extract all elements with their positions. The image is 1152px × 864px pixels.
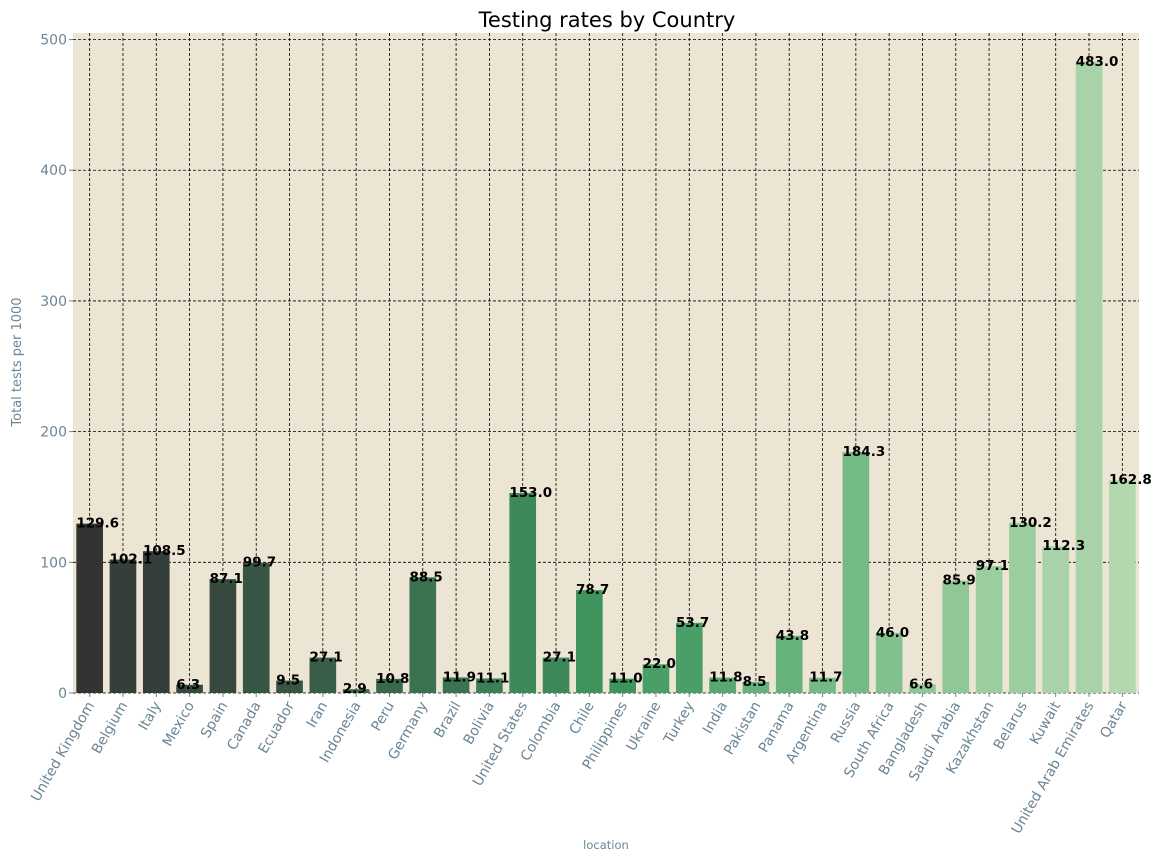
bar-value-label: 99.7 <box>243 555 276 571</box>
y-tick-label: 300 <box>40 294 67 310</box>
y-tick-label: 200 <box>40 425 67 441</box>
bar-russia <box>842 452 870 693</box>
bar-italy <box>142 551 170 693</box>
bar-ukraine <box>642 664 670 693</box>
bar-peru <box>376 678 403 693</box>
bar-value-label: 88.5 <box>409 569 442 585</box>
x-tick-label: Turkey <box>661 699 698 747</box>
bar-germany <box>409 577 437 693</box>
x-tick-label: Spain <box>198 699 231 741</box>
x-tick-label: Iran <box>304 699 332 731</box>
bar-value-label: 78.7 <box>576 582 609 598</box>
x-tick-label: Brazil <box>431 699 464 741</box>
x-tick-label: Peru <box>368 699 397 734</box>
bar-brazil <box>442 677 470 693</box>
bar-value-label: 483.0 <box>1076 54 1119 70</box>
y-axis-ticks: 0 100 200 300 400 500 <box>40 33 73 702</box>
bar-turkey <box>675 622 703 693</box>
bar-value-label: 11.0 <box>609 671 642 687</box>
x-tick-label: United Kingdom <box>28 699 98 804</box>
bar-value-label: 11.8 <box>709 670 742 686</box>
bar-value-label: 43.8 <box>776 628 809 644</box>
bar-value-label: 162.8 <box>1109 472 1152 488</box>
bar-value-label: 108.5 <box>143 543 186 559</box>
bar-value-label: 10.8 <box>376 671 409 687</box>
bar-bolivia <box>476 678 503 693</box>
bar-value-label: 184.3 <box>843 444 886 460</box>
bar-value-label: 53.7 <box>676 615 709 631</box>
bar-belgium <box>109 559 137 693</box>
chart-title: Testing rates by Country <box>478 8 736 32</box>
bar-value-label: 27.1 <box>310 650 343 666</box>
x-tick-label: Mexico <box>160 699 198 749</box>
bar-canada <box>242 562 270 693</box>
bar-value-label: 130.2 <box>1009 515 1052 531</box>
x-tick-label: Chile <box>566 699 597 737</box>
bar-united-states <box>509 493 537 693</box>
bar-bangladesh <box>909 684 936 693</box>
bar-pakistan <box>742 681 770 693</box>
bar-value-label: 153.0 <box>509 485 552 501</box>
bar-philippines <box>609 678 636 693</box>
bar-south-africa <box>875 632 903 693</box>
y-tick-label: 500 <box>40 33 67 49</box>
y-tick-label: 400 <box>40 163 67 179</box>
bar-value-label: 2.9 <box>343 681 367 697</box>
bar-value-label: 8.5 <box>743 674 767 690</box>
bar-value-label: 22.0 <box>643 656 676 672</box>
bar-value-label: 27.1 <box>543 650 576 666</box>
x-tick-label: Bolivia <box>461 699 498 747</box>
y-tick-label: 0 <box>58 686 67 702</box>
bar-mexico <box>176 684 203 693</box>
bar-chile <box>576 590 603 693</box>
bar-value-label: 6.3 <box>176 677 200 693</box>
bar-value-label: 46.0 <box>876 625 909 641</box>
bar-value-label: 9.5 <box>276 673 300 689</box>
bar-spain <box>209 579 237 693</box>
x-tick-label: Italy <box>136 699 165 733</box>
bars <box>76 61 1136 693</box>
x-tick-label: Russia <box>828 699 864 746</box>
y-axis-title: Total tests per 1000 <box>10 297 25 427</box>
bar-value-label: 11.1 <box>476 670 509 686</box>
bar-saudi-arabia <box>942 580 970 693</box>
bar-argentina <box>809 677 836 693</box>
bar-iran <box>309 657 337 693</box>
bar-united-arab-emirates <box>1075 61 1103 693</box>
bar-value-label: 102.1 <box>110 552 153 568</box>
x-tick-label: India <box>700 699 731 737</box>
bar-value-label: 11.7 <box>809 670 842 686</box>
bar-ecuador <box>276 680 303 693</box>
bar-indonesia <box>342 689 370 693</box>
bar-value-label: 97.1 <box>976 558 1009 574</box>
bar-kazakhstan <box>975 566 1003 693</box>
bar-value-label: 129.6 <box>76 516 119 532</box>
bar-value-label: 112.3 <box>1042 538 1085 554</box>
bar-india <box>709 677 736 693</box>
bar-value-label: 6.6 <box>909 676 933 692</box>
bar-united-kingdom <box>76 523 103 693</box>
x-axis-title: location <box>583 838 629 852</box>
bar-kuwait <box>1042 546 1070 693</box>
bar-value-label: 11.9 <box>443 669 476 685</box>
bar-qatar <box>1109 480 1136 693</box>
bar-value-label: 85.9 <box>942 573 975 589</box>
bar-value-labels: 129.6102.1108.56.387.199.79.527.12.910.8… <box>76 54 1151 697</box>
x-tick-label: Qatar <box>1097 699 1131 741</box>
bar-colombia <box>542 657 570 693</box>
bar-panama <box>775 635 803 693</box>
bar-value-label: 87.1 <box>210 571 243 587</box>
bar-belarus <box>1009 522 1036 693</box>
y-tick-label: 100 <box>40 555 67 571</box>
